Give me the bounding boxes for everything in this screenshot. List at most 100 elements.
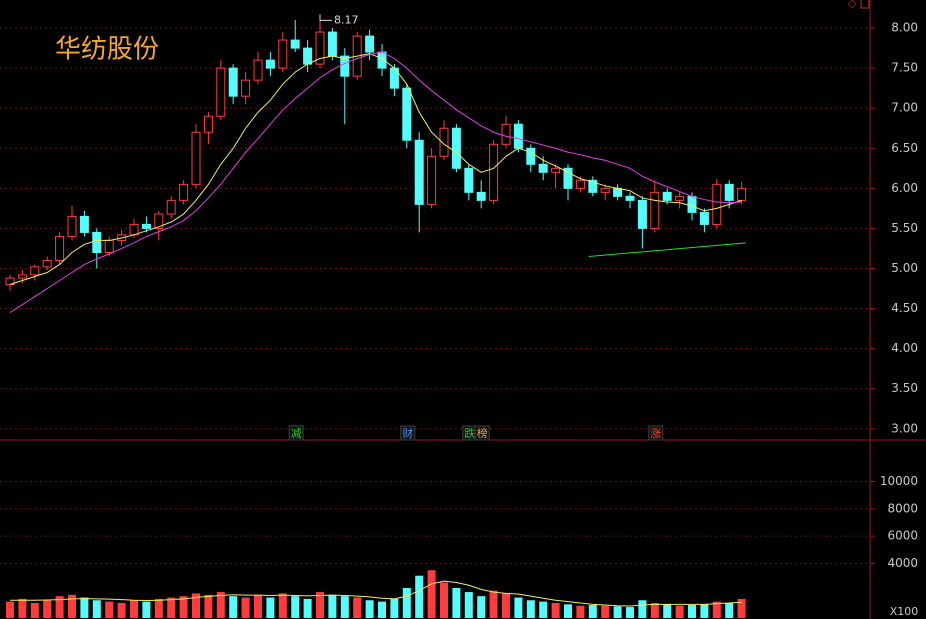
candle-body — [42, 259, 52, 268]
volume-bar — [142, 601, 151, 618]
y-tick-label: 7.50 — [891, 61, 918, 75]
candle-body — [191, 131, 201, 185]
y-tick-label: 5.00 — [891, 261, 918, 275]
volume-bar — [489, 590, 498, 618]
candle-body — [79, 215, 89, 233]
candle-body — [662, 191, 672, 201]
candle-body — [154, 213, 164, 229]
candle-body — [327, 31, 337, 57]
volume-bar — [291, 596, 300, 618]
candle-body — [637, 199, 647, 229]
volume-bar — [216, 592, 225, 618]
candle-body — [104, 239, 114, 253]
icon[interactable] — [860, 0, 870, 9]
candle-body — [365, 35, 375, 53]
volume-bar — [613, 606, 622, 618]
candle-body — [724, 183, 734, 201]
volume-bar — [6, 601, 14, 618]
candle-body — [464, 167, 474, 193]
signal-box — [474, 425, 490, 441]
volume-bar — [663, 604, 672, 618]
signal-box — [648, 425, 664, 441]
candle-body — [476, 191, 486, 201]
volume-bar — [340, 596, 349, 618]
y-tick-label: 5.50 — [891, 221, 918, 235]
volume-bar — [650, 602, 659, 618]
volume-bar — [55, 596, 64, 618]
volume-bar — [68, 594, 76, 618]
signal-label: 减 — [291, 427, 302, 440]
volume-bar — [601, 605, 610, 618]
volume-unit: X100 — [890, 605, 919, 618]
icon[interactable]: ◇ — [848, 0, 857, 10]
candle-body — [575, 179, 585, 189]
volume-bar — [464, 592, 473, 618]
candle-body — [526, 147, 536, 165]
candle-body — [650, 191, 660, 229]
candle-body — [625, 195, 635, 201]
candle-body — [265, 59, 275, 69]
ma-line — [9, 53, 742, 285]
signal-label: 财 — [402, 426, 413, 440]
candle-body — [737, 187, 747, 201]
max-label: 8.17 — [334, 13, 359, 26]
volume-bar — [427, 570, 436, 618]
volume-bar — [402, 587, 411, 618]
y-tick-label: 3.50 — [891, 381, 918, 395]
candle-body — [538, 163, 548, 173]
candle-body — [179, 183, 189, 201]
y-tick-label: 4.50 — [891, 301, 918, 315]
y-tick-label: 4.00 — [891, 341, 918, 355]
stock-title: 华纺股份 — [55, 35, 159, 65]
volume-bar — [440, 582, 448, 618]
volume-bar — [688, 605, 696, 618]
volume-bar — [390, 598, 399, 618]
candle-body — [699, 211, 709, 225]
signal-label: 榜 — [477, 426, 488, 440]
y-tick-label: 6.50 — [891, 141, 918, 155]
candle-body — [551, 167, 561, 173]
candle-body — [30, 266, 40, 276]
volume-bar — [514, 597, 523, 618]
volume-bar — [502, 593, 510, 618]
volume-bar — [588, 605, 597, 618]
volume-bar — [576, 605, 585, 618]
trend-line — [588, 242, 746, 257]
volume-bar — [80, 597, 89, 618]
candle-body — [402, 87, 412, 141]
volume-bar — [278, 593, 287, 618]
candle-body — [427, 155, 437, 205]
volume-bar — [737, 598, 746, 618]
max-pointer — [319, 14, 332, 21]
candle-body — [55, 235, 65, 261]
candle-body — [687, 195, 697, 213]
volume-bar — [303, 598, 312, 618]
volume-bar — [365, 600, 374, 618]
volume-bar — [551, 602, 560, 618]
volume-bar — [328, 594, 337, 618]
candle-body — [241, 79, 251, 97]
volume-bar — [229, 596, 238, 618]
candle-body — [675, 195, 685, 201]
candle-body — [588, 179, 598, 193]
candle-body — [439, 127, 449, 157]
candle-body — [451, 127, 461, 169]
y-tick-label: 6.00 — [891, 181, 918, 195]
candle-body — [414, 139, 424, 205]
signal-box — [400, 425, 416, 441]
volume-bar — [477, 596, 486, 618]
volume-bar — [130, 600, 138, 618]
candle-body — [712, 183, 722, 225]
signal-label: 跌 — [464, 426, 475, 440]
candle-body — [290, 39, 300, 49]
volume-bar — [154, 598, 163, 618]
candle-body — [141, 223, 151, 229]
volume-bar — [725, 602, 734, 618]
volume-bar — [526, 600, 535, 618]
candle-body — [203, 115, 213, 133]
candle-body — [129, 223, 139, 236]
candle-body — [67, 215, 77, 237]
volume-bar — [378, 601, 386, 618]
candle-body — [228, 67, 238, 97]
